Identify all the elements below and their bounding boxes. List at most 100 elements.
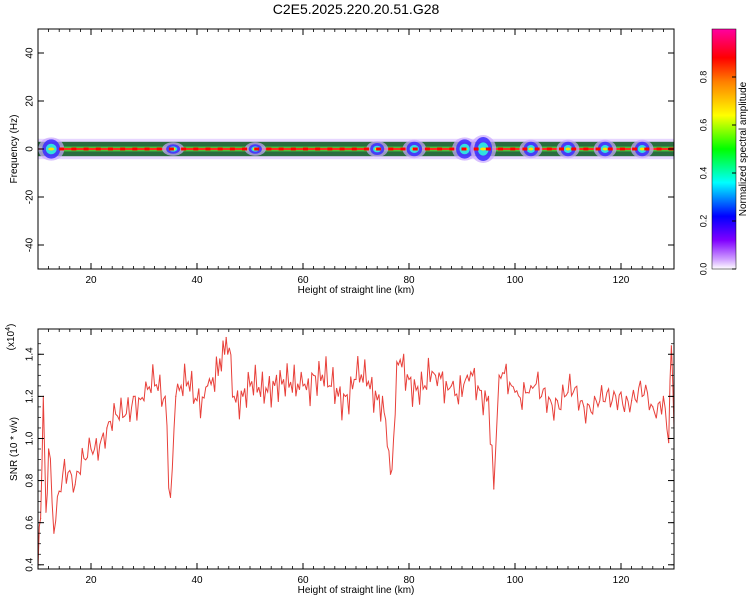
snr-point <box>461 395 463 397</box>
snr-point <box>63 458 66 461</box>
band-peak-segment <box>168 147 174 151</box>
spectrogram-blob-peak <box>565 147 571 151</box>
snr-frame <box>37 328 675 570</box>
band-peak-segment <box>644 147 650 151</box>
snr-point <box>366 385 368 387</box>
snr-point <box>670 345 672 347</box>
spectrogram-blob-peak <box>639 147 645 151</box>
spectrogram-x-tick-label: 60 <box>297 275 309 286</box>
snr-point <box>530 385 532 387</box>
snr-y-multiplier: (x104) <box>5 324 17 351</box>
colorbar-tick-label: 0.0 <box>698 263 708 276</box>
band-peak-segment <box>303 147 308 151</box>
snr-x-tick-label: 40 <box>191 575 203 586</box>
snr-x-tick-label: 100 <box>507 575 524 586</box>
band-peak-segment <box>607 147 613 151</box>
colorbar-tick-label: 0.8 <box>698 71 708 84</box>
snr-x-tick-label: 20 <box>85 575 97 586</box>
colorbar-tick-label: 0.2 <box>698 215 708 228</box>
band-peak-segment <box>315 147 321 151</box>
spectrogram-blob-peak <box>48 147 55 151</box>
snr-y-tick-label: 0.4 <box>25 557 36 571</box>
snr-y-tick-label: 1.4 <box>25 347 36 361</box>
snr-point <box>217 374 219 376</box>
band-peak-segment <box>583 147 589 151</box>
snr-point <box>48 448 50 450</box>
snr-content <box>37 336 675 570</box>
snr-point <box>408 378 410 381</box>
colorbar: 0.0 0.2 0.4 0.6 0.8 Normalized spectral ampl… <box>698 28 749 276</box>
chart-title: C2E5.2025.220.20.51.G28 <box>273 1 440 17</box>
band-peak-segment <box>376 147 382 151</box>
snr-point <box>498 374 500 376</box>
band-peak-segment <box>71 147 77 151</box>
band-peak-segment <box>254 147 260 151</box>
spectrogram-panel: 20 40 60 80 100 120 -40 -20 0 20 40 Frequency (Hz)… <box>9 28 675 296</box>
snr-y-tick-label: 0.8 <box>25 473 36 487</box>
snr-point <box>652 406 654 408</box>
snr-point <box>233 395 235 397</box>
snr-x-axis-label: Height of straight line (km) <box>298 585 415 596</box>
band-peak-segment <box>278 147 284 151</box>
band-peak-segment <box>619 147 625 151</box>
snr-point <box>154 385 156 387</box>
spectrogram-x-tick-label: 120 <box>613 275 630 286</box>
snr-point <box>434 374 437 376</box>
band-peak-segment <box>400 147 406 151</box>
snr-x-tick-label: 120 <box>613 575 630 586</box>
band-peak-segment <box>485 147 491 151</box>
snr-point <box>540 395 543 397</box>
snr-point <box>514 391 516 393</box>
band-peak-segment <box>290 147 296 151</box>
snr-point <box>106 427 108 429</box>
spectrogram-blob-peak <box>528 147 534 151</box>
snr-ticks: 20 40 60 80 100 120 0.4 0.6 0.8 1.0 1.2 1.4 <box>25 329 675 586</box>
snr-y-tick-label: 1.0 <box>25 431 36 445</box>
snr-panel: 20 40 60 80 100 120 0.4 0.6 0.8 1.0 1.2 1.4 SNR (10… <box>5 324 675 596</box>
spectrogram-x-tick-label: 40 <box>191 275 203 286</box>
snr-point <box>249 385 251 387</box>
snr-point <box>291 391 293 393</box>
snr-point <box>132 395 134 397</box>
snr-x-tick-label: 60 <box>297 575 309 586</box>
band-peak-segment <box>107 147 113 151</box>
band-peak-segment <box>144 147 150 151</box>
spectrogram-x-tick-label: 100 <box>507 275 524 286</box>
snr-point <box>328 385 331 387</box>
snr-point <box>302 385 304 387</box>
band-peak-segment <box>205 147 211 151</box>
band-peak-segment <box>558 147 564 151</box>
snr-point <box>90 448 92 450</box>
snr-point <box>45 511 47 513</box>
snr-point <box>620 391 622 393</box>
snr-point <box>609 406 612 408</box>
band-peak-segment <box>424 147 430 151</box>
snr-point <box>450 385 452 387</box>
snr-point <box>74 484 76 486</box>
snr-y-tick-label: 0.6 <box>25 515 36 529</box>
band-peak-segment <box>242 147 248 151</box>
snr-point <box>58 490 60 492</box>
snr-point <box>662 395 665 397</box>
spectrogram-y-tick-label: 40 <box>25 47 36 59</box>
spectrogram-x-tick-label: 20 <box>85 275 97 286</box>
snr-point <box>196 399 198 402</box>
spectrogram-ticks: 20 40 60 80 100 120 -40 -20 0 20 40 <box>25 29 675 286</box>
colorbar-tick-label: 0.4 <box>698 167 708 180</box>
spectrogram-x-axis-label: Height of straight line (km) <box>298 285 415 296</box>
snr-point <box>122 416 124 419</box>
band-peak-segment <box>534 147 540 151</box>
snr-y-tick-label: 1.2 <box>25 389 36 403</box>
band-peak-segment <box>522 147 528 151</box>
snr-point <box>275 374 278 376</box>
band-peak-segment <box>266 147 272 151</box>
snr-point <box>175 395 177 397</box>
band-peak-segment <box>437 147 443 151</box>
band-peak-segment <box>95 147 101 151</box>
band-peak-segment <box>181 147 187 151</box>
spectrogram-y-axis-label: Frequency (Hz) <box>9 115 20 184</box>
snr-point <box>40 517 42 520</box>
snr-point <box>207 385 209 387</box>
spectrogram-y-tick-label: 0 <box>25 146 36 152</box>
band-peak-segment <box>461 147 467 151</box>
